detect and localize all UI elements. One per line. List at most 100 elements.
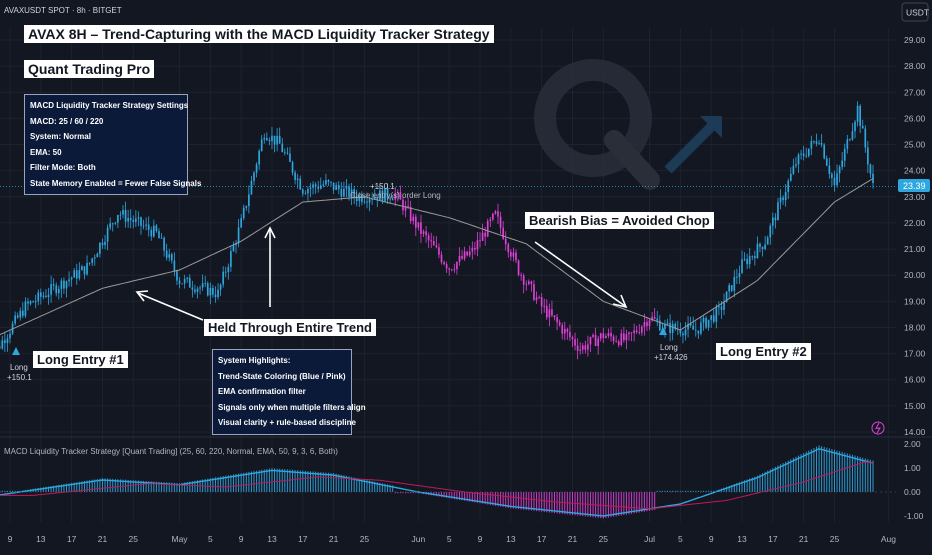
candle <box>563 321 566 341</box>
candle <box>777 198 779 221</box>
long-entry-1-label: Long Entry #1 <box>33 351 128 368</box>
candle <box>217 283 219 300</box>
candle <box>291 160 294 176</box>
candle <box>176 269 178 286</box>
candle <box>319 177 322 190</box>
candle <box>191 280 194 298</box>
close-price-label: +150.1 <box>370 182 395 191</box>
candle <box>571 335 574 347</box>
candle <box>653 308 656 320</box>
candle <box>106 224 109 251</box>
candle <box>525 280 528 291</box>
candle <box>797 152 800 173</box>
candle <box>602 327 605 344</box>
highlights-line: Trend-State Coloring (Blue / Pink) <box>218 371 346 381</box>
price-tick: 24.00 <box>904 166 926 176</box>
candle <box>78 262 81 281</box>
candle <box>248 185 250 214</box>
candle <box>68 271 70 287</box>
time-tick: 25 <box>599 534 609 544</box>
candle <box>196 286 199 299</box>
time-tick: 17 <box>537 534 547 544</box>
candle <box>417 222 420 231</box>
candle <box>160 233 163 239</box>
candle <box>682 331 684 344</box>
candle <box>294 170 296 185</box>
candle <box>759 242 761 253</box>
macd-title: MACD Liquidity Tracker Strategy [Quant T… <box>4 447 338 456</box>
candle <box>263 133 266 144</box>
highlights-line: Visual clarity + rule-based discipline <box>218 418 356 427</box>
current-price-badge <box>898 179 930 192</box>
time-axis[interactable]: 9 13 17 21 25 May 5 9 13 17 21 25 Jun 5 9 13 17 21 25 Jul 5 9… <box>8 534 897 544</box>
candle <box>535 291 538 304</box>
candle <box>11 320 14 336</box>
candle <box>422 229 425 238</box>
candle <box>242 204 245 221</box>
candle <box>55 282 58 297</box>
candle <box>27 297 29 311</box>
candle <box>859 104 861 134</box>
currency-badge[interactable] <box>901 2 929 22</box>
time-tick: 21 <box>98 534 108 544</box>
candle <box>854 119 856 139</box>
candle <box>358 192 361 207</box>
candle <box>353 185 356 205</box>
candle <box>152 219 155 238</box>
lightning-icon[interactable] <box>871 421 885 435</box>
candle <box>147 216 150 237</box>
price-tick: 28.00 <box>904 61 926 71</box>
candle <box>255 162 258 178</box>
candle <box>533 280 535 302</box>
candle <box>463 246 466 261</box>
long-signal-arrow-2 <box>659 327 667 335</box>
candle <box>281 137 284 153</box>
candle <box>748 248 751 269</box>
candle <box>227 263 230 280</box>
candle <box>707 319 710 331</box>
candle <box>581 342 584 354</box>
candle <box>1 335 4 350</box>
candle <box>204 275 207 288</box>
time-tick: 9 <box>8 534 13 544</box>
macd-tick: 0.00 <box>904 487 921 497</box>
candle <box>379 184 381 201</box>
macd-panel: MACD Liquidity Tracker Strategy [Quant T… <box>0 436 932 519</box>
candle <box>6 334 9 352</box>
time-tick: 13 <box>506 534 516 544</box>
candle <box>450 268 453 272</box>
candle <box>620 329 623 347</box>
main-title: AVAX 8H – Trend-Capturing with the MACD … <box>24 25 494 43</box>
candle <box>569 324 571 341</box>
time-tick: 9 <box>709 534 714 544</box>
candle <box>332 182 335 194</box>
candle <box>114 221 117 226</box>
candle <box>81 264 83 271</box>
time-tick: 25 <box>129 534 139 544</box>
candle <box>373 189 376 201</box>
candle <box>432 235 435 246</box>
lightning-bolt <box>875 422 881 434</box>
candle <box>574 332 576 351</box>
candle <box>32 300 34 303</box>
candle <box>394 186 397 207</box>
candle <box>492 212 494 222</box>
time-tick: 25 <box>360 534 370 544</box>
time-tick: Jul <box>644 534 655 544</box>
candle <box>730 285 733 293</box>
candle <box>132 215 135 229</box>
candle <box>194 284 196 295</box>
candle <box>47 287 50 305</box>
time-tick: 17 <box>768 534 778 544</box>
price-axis[interactable]: 29.00 28.00 27.00 26.00 25.00 24.00 23.00 22.00… <box>904 35 926 437</box>
candle <box>368 197 371 212</box>
candle <box>805 147 808 159</box>
candle <box>697 330 700 339</box>
candle <box>37 289 40 306</box>
time-tick: 9 <box>239 534 244 544</box>
candle <box>117 214 119 228</box>
candle <box>489 216 492 228</box>
candle <box>340 182 343 201</box>
candle <box>232 241 235 252</box>
annotation-arrows <box>135 226 628 321</box>
